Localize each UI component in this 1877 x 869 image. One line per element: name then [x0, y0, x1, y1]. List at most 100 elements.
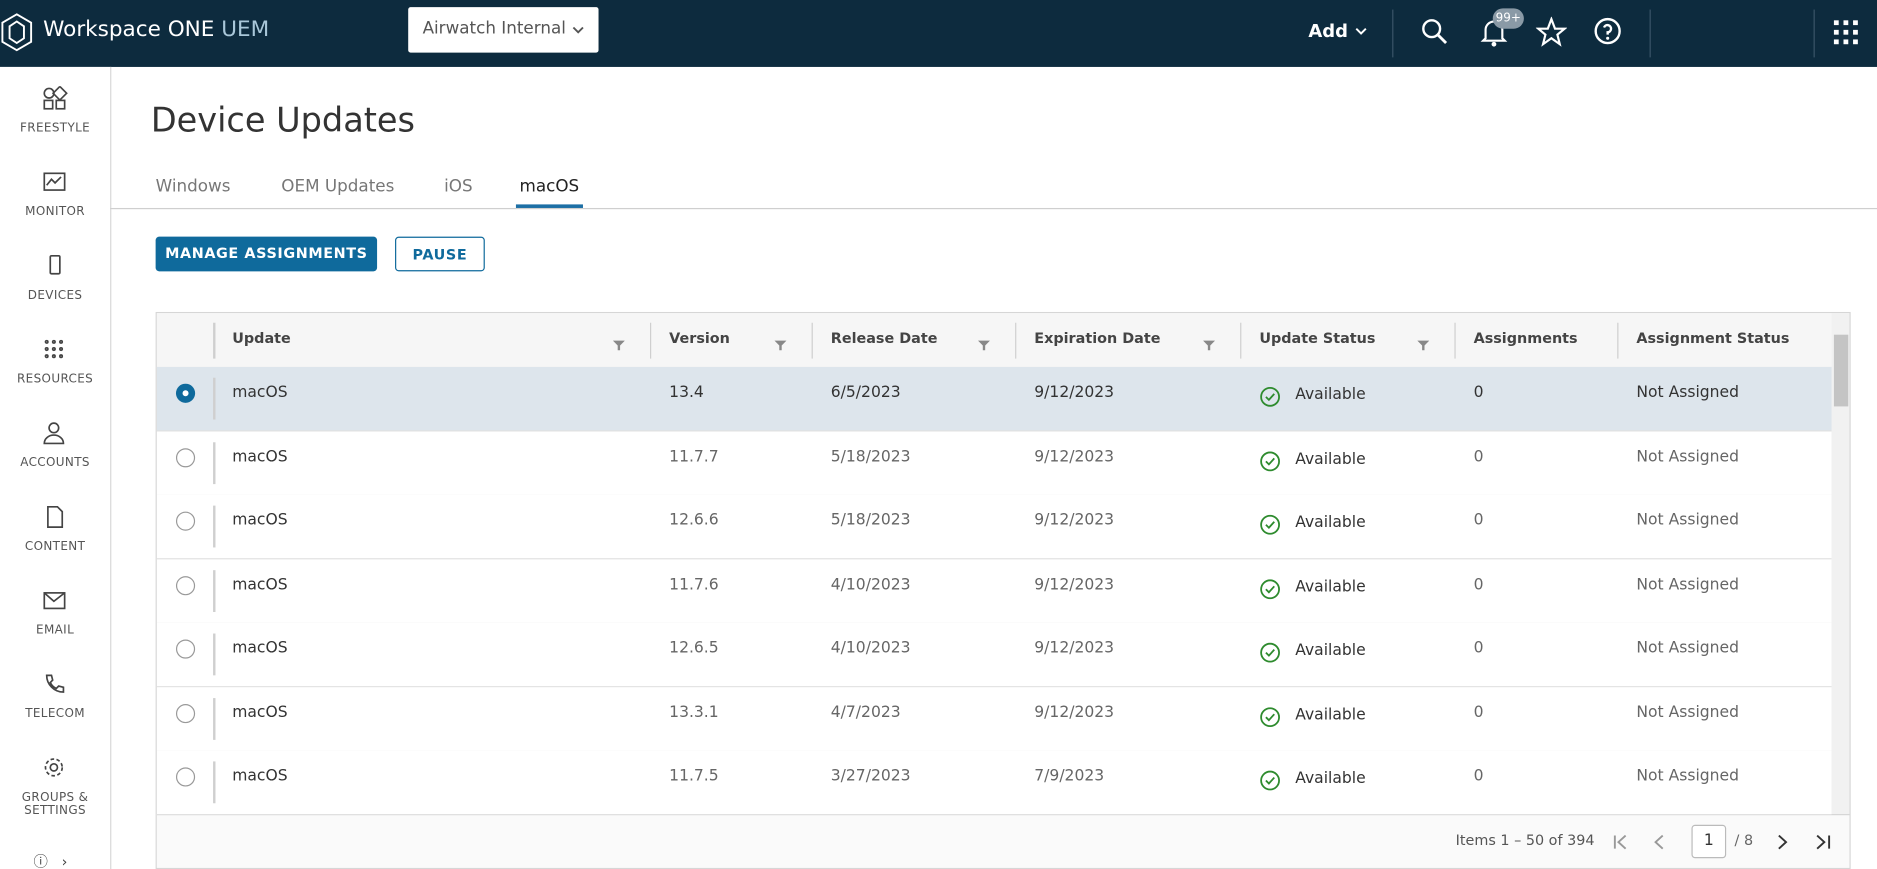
divider: [213, 633, 216, 676]
star-icon[interactable]: [1535, 16, 1567, 48]
divider: [213, 697, 216, 740]
cell: 4/10/2023: [830, 639, 911, 658]
cell: 0: [1473, 703, 1484, 722]
cell: 4/7/2023: [830, 703, 901, 722]
sidebar-item[interactable]: MONITOR: [25, 205, 85, 219]
cell: macOS: [232, 767, 288, 786]
help-icon[interactable]: [1593, 17, 1624, 48]
cell: 0: [1473, 383, 1484, 402]
table-row[interactable]: macOS 11.7.6 4/10/2023 9/12/2023 Available 0 N…: [156, 558, 1832, 624]
status-icon: [1259, 450, 1281, 476]
add-menu[interactable]: Add: [1308, 20, 1368, 42]
cell: 9/12/2023: [1034, 447, 1115, 466]
sidebar-icon[interactable]: [0, 755, 110, 781]
cell: 9/12/2023: [1034, 639, 1115, 658]
column-header[interactable]: Assignments: [1473, 329, 1578, 347]
sidebar-footer[interactable]: ⓘ ›: [33, 853, 68, 869]
sidebar-item[interactable]: DEVICES: [27, 289, 83, 303]
pagination: Items 1 – 50 of 394 1 / 8: [156, 814, 1850, 868]
column-header[interactable]: Update: [232, 329, 291, 347]
cell: Not Assigned: [1636, 639, 1739, 658]
sidebar-item[interactable]: CONTENT: [24, 540, 86, 554]
cell: 0: [1473, 639, 1484, 658]
item-count: Items 1 – 50 of 394: [1455, 831, 1595, 849]
page-input[interactable]: 1: [1691, 824, 1727, 859]
status-icon: [1259, 642, 1281, 668]
sidebar-icon[interactable]: [0, 504, 110, 530]
table-row[interactable]: macOS 13.4 6/5/2023 9/12/2023 Available 0 Not …: [156, 366, 1832, 432]
cell: Not Assigned: [1636, 703, 1739, 722]
tab[interactable]: Windows: [155, 176, 231, 197]
filter-icon[interactable]: [1417, 333, 1430, 356]
filter-icon[interactable]: [1203, 333, 1216, 356]
tab[interactable]: macOS: [519, 176, 580, 197]
cell: macOS: [232, 575, 288, 594]
sidebar-item[interactable]: TELECOM: [25, 707, 85, 721]
divider: [1617, 322, 1619, 359]
divider: [213, 505, 216, 548]
next-buttons[interactable]: [1773, 833, 1833, 852]
column-header[interactable]: Assignment Status: [1636, 329, 1790, 347]
tab[interactable]: OEM Updates: [281, 176, 395, 197]
sidebar-icon[interactable]: [0, 421, 110, 447]
org-selector[interactable]: Airwatch Internal: [408, 7, 599, 53]
cell: Available: [1295, 450, 1366, 468]
tab-underline: [515, 204, 583, 208]
table-row[interactable]: macOS 12.6.6 5/18/2023 9/12/2023 Available 0 N…: [156, 494, 1832, 560]
filter-icon[interactable]: [612, 333, 625, 356]
divider: [1015, 322, 1017, 359]
divider: [213, 569, 216, 612]
sidebar-icon[interactable]: [0, 337, 110, 363]
column-header[interactable]: Update Status: [1259, 329, 1376, 347]
cell: Not Assigned: [1636, 767, 1739, 786]
table-row[interactable]: macOS 11.7.7 5/18/2023 9/12/2023 Available 0 N…: [156, 430, 1832, 496]
scrollbar: [1831, 313, 1850, 815]
cell: macOS: [232, 639, 288, 658]
manage-assignments-button[interactable]: MANAGE ASSIGNMENTS: [155, 236, 378, 272]
table-row[interactable]: macOS 13.3.1 4/7/2023 9/12/2023 Available 0 No…: [156, 686, 1832, 752]
page-title: Device Updates: [150, 100, 415, 140]
cell: 9/12/2023: [1034, 575, 1115, 594]
cell: Available: [1295, 705, 1366, 724]
radio[interactable]: [175, 446, 197, 472]
search-icon[interactable]: [1420, 17, 1451, 48]
tab[interactable]: iOS: [444, 176, 473, 197]
filter-icon[interactable]: [774, 333, 787, 356]
sidebar-item[interactable]: GROUPS & SETTINGS: [21, 791, 89, 818]
cell: 12.6.6: [669, 511, 719, 530]
cell: macOS: [232, 383, 288, 402]
sidebar-icon[interactable]: [0, 85, 110, 112]
radio[interactable]: [175, 766, 197, 792]
sidebar-item[interactable]: EMAIL: [36, 623, 75, 638]
cell: Not Assigned: [1636, 511, 1739, 530]
column-header[interactable]: Expiration Date: [1034, 329, 1161, 347]
radio[interactable]: [175, 510, 197, 536]
cell: 0: [1473, 511, 1484, 530]
sidebar-item[interactable]: RESOURCES: [16, 372, 94, 387]
page-total: / 8: [1734, 831, 1754, 849]
column-header[interactable]: Release Date: [830, 329, 938, 347]
divider: [213, 322, 216, 359]
sidebar-icon[interactable]: [0, 253, 110, 279]
radio[interactable]: [175, 383, 197, 409]
filter-icon[interactable]: [978, 333, 990, 356]
sidebar-item[interactable]: ACCOUNTS: [20, 456, 90, 470]
cell: 12.6.5: [669, 639, 719, 658]
radio[interactable]: [175, 638, 197, 664]
table-row[interactable]: macOS 12.6.5 4/10/2023 9/12/2023 Available 0 N…: [156, 622, 1832, 688]
sidebar-icon[interactable]: [0, 170, 110, 196]
prev-buttons[interactable]: [1611, 833, 1683, 852]
cell: Available: [1295, 641, 1366, 660]
sidebar-icon[interactable]: [0, 672, 110, 698]
radio[interactable]: [175, 702, 197, 728]
pause-button[interactable]: PAUSE: [395, 236, 485, 272]
apps-icon[interactable]: [1832, 18, 1863, 49]
sidebar: FREESTYLE MONITOR DEVICES RESOURCES ACCOUNTS…: [0, 66, 112, 869]
status-icon: [1259, 770, 1281, 796]
radio[interactable]: [175, 574, 197, 600]
table-row[interactable]: macOS 11.7.5 3/27/2023 7/9/2023 Available 0 No…: [156, 750, 1832, 816]
sidebar-icon[interactable]: [0, 588, 110, 614]
sidebar-item[interactable]: FREESTYLE: [20, 121, 91, 136]
column-header[interactable]: Version: [669, 329, 730, 347]
